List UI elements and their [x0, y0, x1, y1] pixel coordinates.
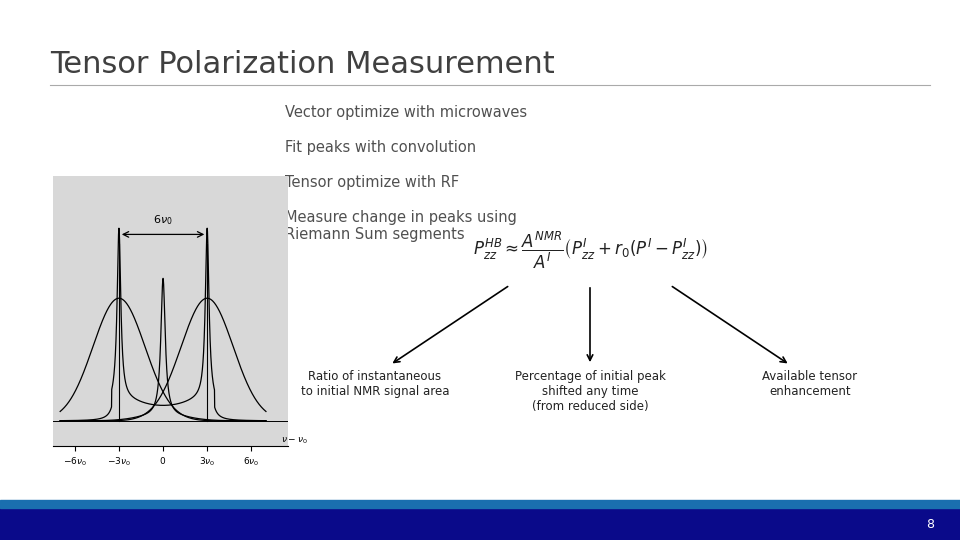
Text: Vector optimize with microwaves: Vector optimize with microwaves — [285, 105, 527, 120]
Bar — [0, 508, 960, 540]
Text: 8: 8 — [926, 517, 934, 530]
Text: $P_{zz}^{HB} \approx \dfrac{A^{NMR}}{A^{I}} \left( P_{zz}^{I} + r_0(P^{I} - P_{z: $P_{zz}^{HB} \approx \dfrac{A^{NMR}}{A^{… — [472, 230, 708, 271]
Text: Available tensor
enhancement: Available tensor enhancement — [762, 370, 857, 398]
Text: Measure change in peaks using
Riemann Sum segments: Measure change in peaks using Riemann Su… — [285, 210, 516, 242]
Text: Fit peaks with convolution: Fit peaks with convolution — [285, 140, 476, 155]
Text: Ratio of instantaneous
to initial NMR signal area: Ratio of instantaneous to initial NMR si… — [300, 370, 449, 398]
Text: $\nu-\nu_0$: $\nu-\nu_0$ — [280, 435, 307, 446]
Text: Tensor Polarization Measurement: Tensor Polarization Measurement — [50, 50, 555, 79]
Text: Tensor optimize with RF: Tensor optimize with RF — [285, 175, 459, 190]
Text: Percentage of initial peak
shifted any time
(from reduced side): Percentage of initial peak shifted any t… — [515, 370, 665, 413]
Bar — [0, 500, 960, 508]
Text: $6\nu_0$: $6\nu_0$ — [154, 213, 173, 227]
